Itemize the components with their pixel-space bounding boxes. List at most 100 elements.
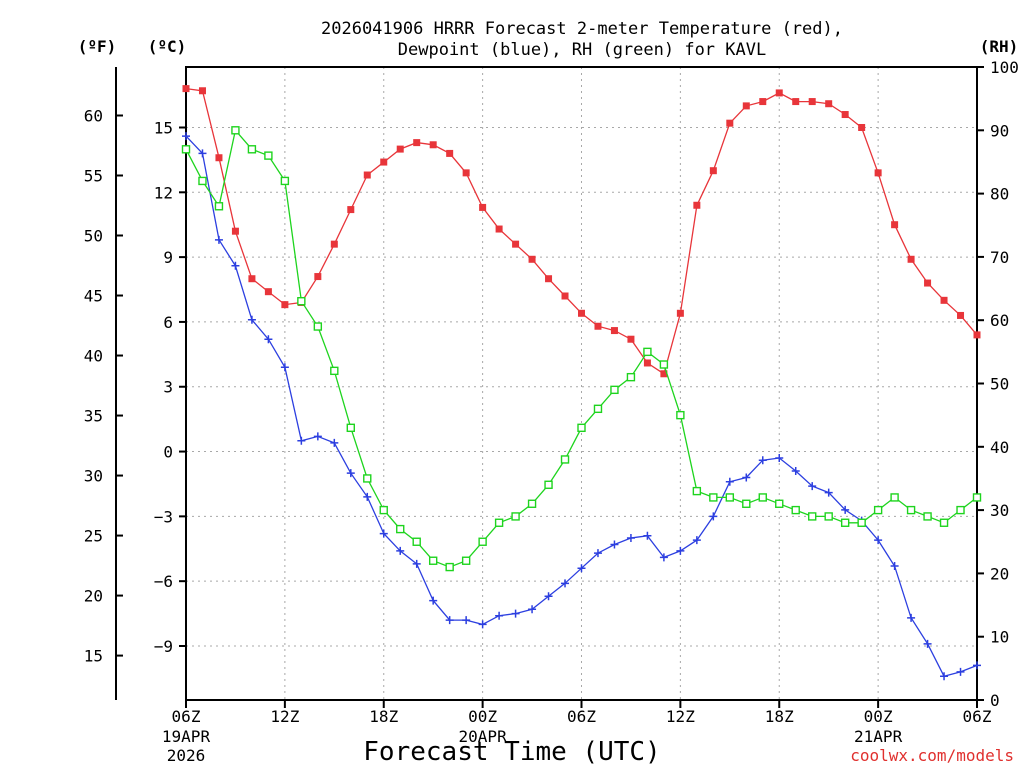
fahrenheit-tick-label-7: 50 bbox=[84, 227, 103, 246]
series-2-meter-temperature-point-8 bbox=[314, 273, 322, 281]
fahrenheit-tick-label-6: 45 bbox=[84, 287, 103, 306]
series-2-meter-temperature-point-27 bbox=[627, 335, 635, 343]
series-2-meter-temperature-point-11 bbox=[363, 171, 371, 179]
series-rh-point-5 bbox=[264, 151, 273, 160]
series-2-meter-temperature-point-5 bbox=[264, 288, 272, 296]
series-rh-point-3 bbox=[231, 126, 240, 135]
series-2-meter-temperature-point-18 bbox=[479, 203, 487, 211]
series-rh-point-34 bbox=[742, 499, 751, 508]
series-rh-point-14 bbox=[412, 537, 421, 546]
series-2-meter-temperature-point-14 bbox=[413, 139, 421, 147]
series-rh-point-19 bbox=[494, 518, 504, 527]
series-dewpoint-point-9 bbox=[330, 438, 339, 447]
series-rh-point-45 bbox=[923, 512, 932, 521]
series-dewpoint-point-3 bbox=[231, 261, 240, 270]
series-2-meter-temperature-point-17 bbox=[462, 169, 470, 177]
series-2-meter-temperature-point-12 bbox=[380, 158, 388, 166]
series-dewpoint-point-40 bbox=[841, 505, 850, 514]
series-2-meter-temperature-point-29 bbox=[660, 370, 668, 378]
series-2-meter-temperature-point-36 bbox=[775, 89, 783, 97]
credit-text: coolwx.com/models bbox=[850, 746, 1014, 765]
series-rh-point-36 bbox=[775, 499, 784, 508]
x-axis-label: Forecast Time (UTC) bbox=[363, 737, 660, 767]
series-dewpoint-point-5 bbox=[264, 335, 273, 344]
series-dewpoint-point-30 bbox=[676, 546, 685, 555]
series-dewpoint-point-39 bbox=[824, 488, 833, 497]
series-2-meter-temperature-point-23 bbox=[561, 292, 569, 300]
series-2-meter-temperature-point-41 bbox=[858, 123, 866, 131]
series-rh-point-12 bbox=[379, 505, 388, 515]
series-rh-point-11 bbox=[363, 474, 372, 483]
series-rh-point-22 bbox=[544, 480, 553, 489]
series-dewpoint-point-15 bbox=[429, 596, 438, 605]
series-rh-point-35 bbox=[758, 493, 767, 502]
series-rh-point-46 bbox=[939, 518, 949, 527]
series-dewpoint-point-17 bbox=[462, 616, 471, 625]
series-rh-point-6 bbox=[280, 176, 290, 186]
series-dewpoint-point-14 bbox=[412, 559, 421, 568]
series-rh-point-30 bbox=[676, 410, 685, 420]
series-dewpoint-point-26 bbox=[610, 540, 619, 549]
series-dewpoint-point-16 bbox=[445, 616, 454, 625]
series-rh-point-4 bbox=[247, 145, 257, 154]
series-dewpoint-point-37 bbox=[791, 466, 800, 475]
series-rh-point-7 bbox=[297, 297, 306, 306]
series-rh-point-43 bbox=[890, 493, 899, 502]
series-dewpoint-point-25 bbox=[593, 549, 602, 558]
celsius-tick-label-1: −6 bbox=[154, 572, 173, 591]
series-dewpoint-point-46 bbox=[940, 672, 949, 681]
x-tick-label-6: 18Z bbox=[765, 707, 794, 726]
series-dewpoint-point-1 bbox=[198, 149, 207, 158]
series-2-meter-temperature-point-9 bbox=[330, 240, 338, 248]
rh-tick-label-4: 40 bbox=[990, 438, 1009, 457]
series-rh-point-42 bbox=[873, 505, 883, 515]
series-dewpoint-point-47 bbox=[956, 667, 965, 676]
series-dewpoint-point-0 bbox=[182, 132, 190, 141]
series-2-meter-temperature-point-47 bbox=[957, 311, 965, 319]
series-2-meter-temperature-point-22 bbox=[545, 275, 553, 283]
series-dewpoint-point-33 bbox=[725, 477, 734, 486]
series-dewpoint-point-18 bbox=[478, 620, 487, 629]
series-2-meter-temperature-point-28 bbox=[643, 359, 651, 367]
fahrenheit-unit-label: (ºF) bbox=[78, 37, 117, 56]
fahrenheit-tick-label-9: 60 bbox=[84, 106, 103, 125]
series-rh-point-13 bbox=[396, 524, 405, 534]
fahrenheit-tick-label-2: 25 bbox=[84, 527, 103, 546]
series-dewpoint-point-31 bbox=[692, 536, 701, 545]
series-dewpoint-point-6 bbox=[280, 363, 289, 372]
x-tick-label-0: 06Z bbox=[172, 707, 201, 726]
series-dewpoint-point-8 bbox=[313, 432, 322, 441]
fahrenheit-tick-label-0: 15 bbox=[84, 647, 103, 666]
x-tick-year-0: 2026 bbox=[167, 746, 206, 765]
fahrenheit-tick-label-3: 30 bbox=[84, 467, 103, 486]
series-rh-point-23 bbox=[560, 455, 570, 464]
series-dewpoint-point-19 bbox=[495, 611, 504, 620]
series-2-meter-temperature-point-45 bbox=[924, 279, 932, 287]
celsius-tick-label-3: 0 bbox=[163, 443, 173, 462]
fahrenheit-tick-label-1: 20 bbox=[84, 587, 103, 606]
series-2-meter-temperature-point-31 bbox=[693, 201, 701, 209]
series-dewpoint-point-44 bbox=[907, 613, 916, 622]
series-rh-point-31 bbox=[692, 486, 702, 496]
x-tick-label-1: 12Z bbox=[270, 707, 299, 726]
chart-title-line-2: Dewpoint (blue), RH (green) for KAVL bbox=[398, 40, 766, 60]
series-rh-point-27 bbox=[626, 372, 636, 382]
series-dewpoint-point-4 bbox=[247, 315, 256, 324]
series-dewpoint-point-28 bbox=[643, 531, 652, 540]
series-rh-point-16 bbox=[445, 562, 454, 572]
series-2-meter-temperature-point-46 bbox=[940, 296, 948, 304]
celsius-tick-label-8: 15 bbox=[154, 118, 173, 137]
celsius-unit-label: (ºC) bbox=[148, 37, 187, 56]
series-dewpoint-point-29 bbox=[659, 553, 668, 562]
series-rh-point-32 bbox=[709, 493, 718, 502]
series-2-meter-temperature-point-26 bbox=[610, 327, 618, 335]
series-2-meter-temperature-point-34 bbox=[742, 102, 750, 110]
celsius-tick-label-2: −3 bbox=[154, 507, 173, 526]
series-rh-point-29 bbox=[659, 360, 669, 369]
series-dewpoint-point-2 bbox=[214, 235, 223, 244]
series-rh-point-44 bbox=[906, 505, 916, 515]
series-rh-point-21 bbox=[527, 499, 537, 508]
series-rh-point-10 bbox=[346, 423, 355, 433]
chart-title-line-1: 2026041906 HRRR Forecast 2-meter Tempera… bbox=[321, 19, 843, 39]
